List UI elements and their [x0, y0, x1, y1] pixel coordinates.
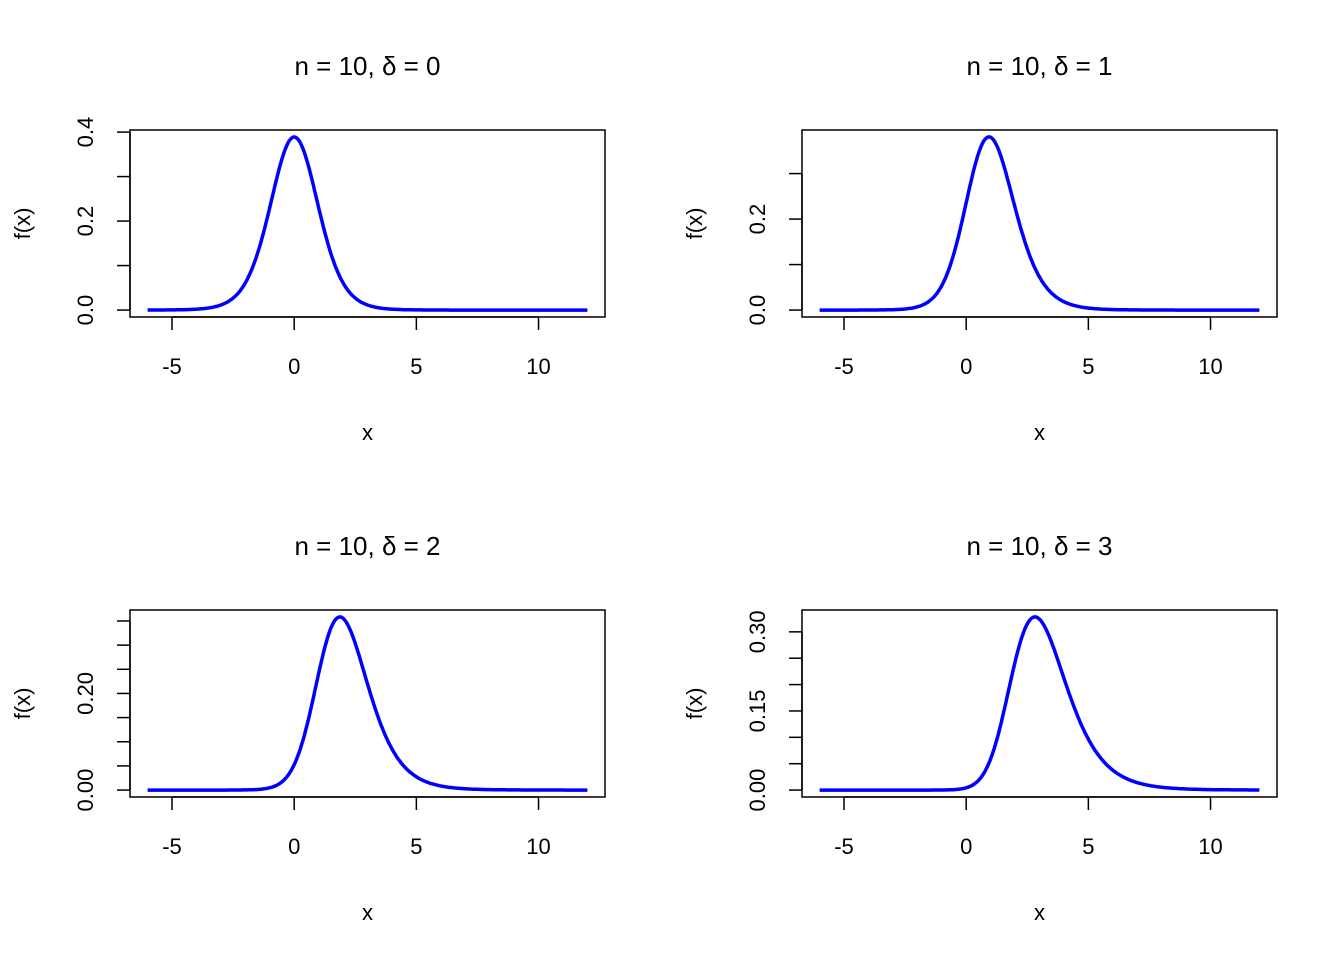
- chart-title: n = 10, δ = 3: [966, 531, 1112, 561]
- panel-2: n = 10, δ = 2 x f(x) -5 0 5 10 0.00 0.20: [10, 531, 606, 925]
- x-tick-label: -5: [834, 834, 854, 859]
- y-tick-label: 0.0: [73, 295, 98, 326]
- y-tick-label: 0.4: [73, 117, 98, 148]
- x-tick-label: 0: [960, 354, 972, 379]
- y-tick-label: 0.00: [73, 769, 98, 812]
- chart-title: n = 10, δ = 1: [966, 51, 1112, 81]
- density-curve: [147, 615, 588, 792]
- panel-1: n = 10, δ = 1 x f(x) -5 0 5 10 0.0 0.2: [682, 51, 1278, 445]
- x-axis-label: x: [362, 420, 373, 445]
- density-curve: [819, 135, 1260, 312]
- x-tick-label: 5: [410, 834, 422, 859]
- y-tick-label: 0.00: [745, 769, 770, 812]
- x-tick-label: -5: [162, 354, 182, 379]
- chart-title: n = 10, δ = 2: [294, 531, 440, 561]
- x-axis-label: x: [1034, 900, 1045, 925]
- x-tick-label: -5: [162, 834, 182, 859]
- x-tick-label: 5: [410, 354, 422, 379]
- x-tick-label: 0: [288, 834, 300, 859]
- panel-0: n = 10, δ = 0 x f(x) -5 0 5 10 0.0 0.2 0.4: [10, 51, 606, 445]
- y-tick-label: 0.30: [745, 610, 770, 653]
- y-tick-label: 0.2: [73, 206, 98, 237]
- x-tick-label: 5: [1082, 354, 1094, 379]
- x-axis-label: x: [362, 900, 373, 925]
- y-tick-label: 0.15: [745, 690, 770, 733]
- x-tick-label: 10: [526, 834, 550, 859]
- x-tick-label: 10: [526, 354, 550, 379]
- density-curve: [147, 135, 588, 312]
- plot-box: [129, 129, 606, 318]
- panel-3: n = 10, δ = 3 x f(x) -5 0 5 10 0.00 0.15 0.30: [682, 531, 1278, 925]
- x-tick-label: 10: [1198, 834, 1222, 859]
- y-tick-label: 0.20: [73, 672, 98, 715]
- y-tick-label: 0.0: [745, 295, 770, 326]
- x-tick-label: 5: [1082, 834, 1094, 859]
- y-axis-label: f(x): [682, 688, 707, 720]
- plot-box: [129, 609, 606, 798]
- y-tick-label: 0.2: [745, 204, 770, 235]
- plot-box: [801, 129, 1278, 318]
- y-axis-label: f(x): [682, 208, 707, 240]
- x-axis-label: x: [1034, 420, 1045, 445]
- plot-box: [801, 609, 1278, 798]
- y-axis-label: f(x): [10, 688, 35, 720]
- y-axis-label: f(x): [10, 208, 35, 240]
- x-tick-label: -5: [834, 354, 854, 379]
- x-tick-label: 0: [288, 354, 300, 379]
- density-curve: [819, 615, 1260, 792]
- x-tick-label: 10: [1198, 354, 1222, 379]
- x-tick-label: 0: [960, 834, 972, 859]
- chart-title: n = 10, δ = 0: [294, 51, 440, 81]
